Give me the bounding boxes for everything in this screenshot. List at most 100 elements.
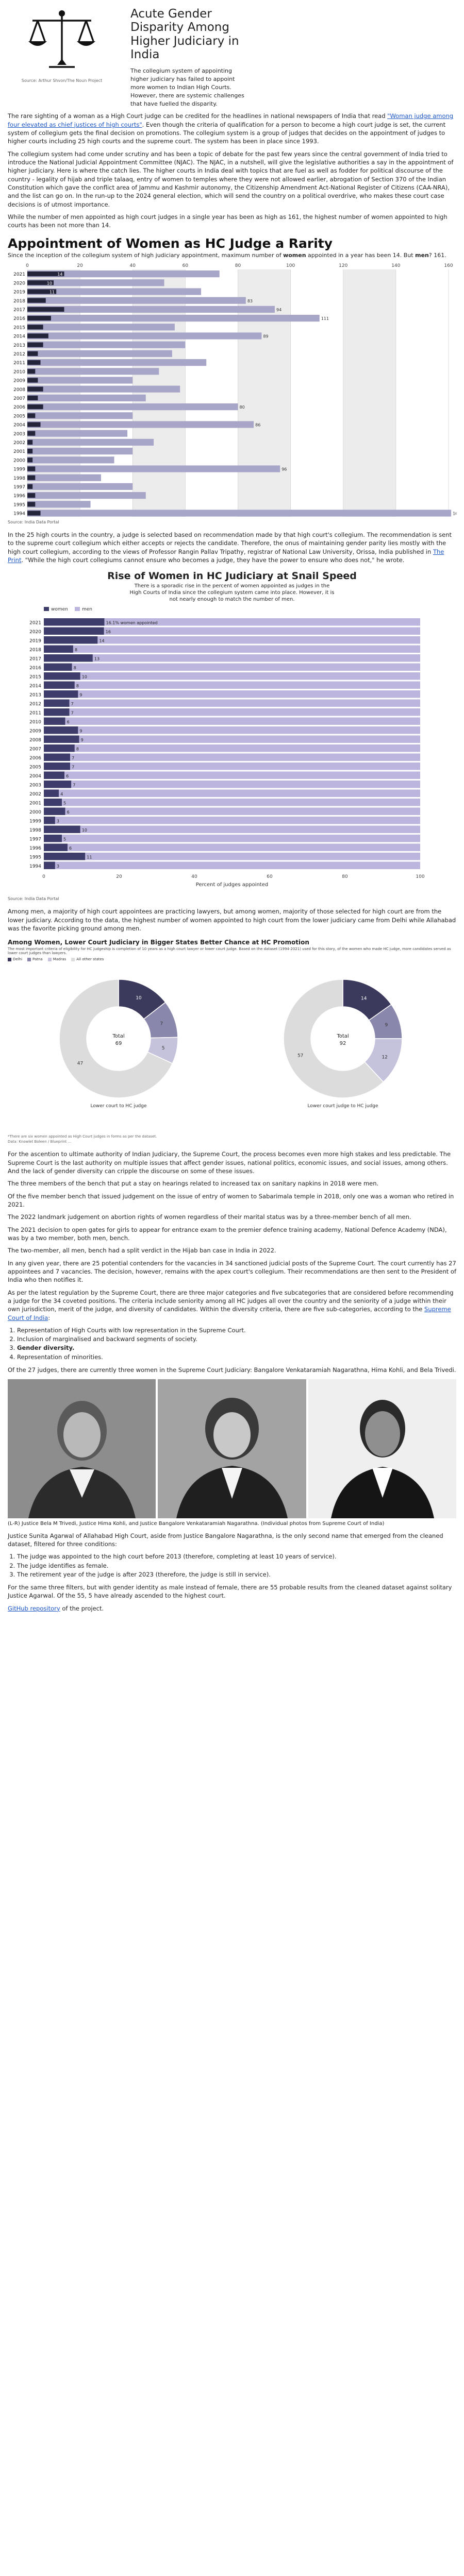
y-tick-label: 2021 — [13, 272, 25, 277]
bar-women — [44, 825, 80, 834]
data-label: 7 — [72, 756, 74, 760]
chart-3-svg: 10 7 5 47 Total 69 Lower court to HC judge 14 9 1… — [59, 979, 403, 1109]
chart-donuts: Among Women, Lower Court Judiciary in Bi… — [8, 939, 456, 1144]
bar-men — [27, 315, 320, 322]
list-item: The judge identifies as female. — [17, 1562, 456, 1570]
bar-women — [44, 835, 62, 842]
data-label: 5 — [63, 801, 66, 806]
legend-label: men — [82, 607, 92, 612]
bar-women — [44, 799, 62, 806]
bar-women — [44, 771, 65, 779]
chart-3-legend: Delhi Patna Madras All other states — [8, 957, 456, 961]
bar-men — [27, 279, 164, 286]
y-tick-label: 2017 — [29, 657, 41, 662]
chart-percent-appointed: Rise of Women in HC Judiciary at Snail S… — [8, 570, 456, 901]
bar-women — [27, 395, 38, 400]
paragraph-11: The two-member, all men, bench had a spl… — [8, 1247, 276, 1255]
bar-women — [27, 493, 36, 498]
bar-women — [27, 289, 57, 294]
bar-men — [27, 332, 262, 340]
bar-women — [44, 645, 73, 653]
page-title: Acute Gender Disparity Among Higher Judi… — [130, 7, 239, 62]
data-label: 8 — [74, 666, 76, 670]
data-label: 80 — [240, 405, 245, 410]
bar-women — [44, 699, 70, 707]
chart-1-svg: 0 20 40 60 80 100 120 140 160 2021 14 2020 10 2019 11 2… — [13, 263, 460, 518]
bar-women — [27, 280, 54, 285]
y-tick-label: 2013 — [13, 343, 25, 348]
bar-women — [44, 627, 104, 635]
y-tick-label: 2000 — [29, 810, 41, 815]
x-tick-label: 80 — [342, 874, 348, 879]
data-label: 6 — [69, 846, 72, 851]
bar-men — [27, 430, 128, 437]
bar-women — [44, 681, 75, 689]
bar-women — [27, 386, 43, 392]
bar-women — [44, 781, 72, 788]
bar-men — [27, 359, 207, 366]
data-label: 11 — [49, 290, 55, 295]
judge-photo-trivedi — [8, 1379, 156, 1519]
bar-women — [27, 325, 43, 330]
bar-women — [27, 378, 38, 383]
bar-women — [27, 404, 43, 410]
donut-total-label: Total — [112, 1033, 124, 1039]
slice-label: 12 — [382, 1055, 387, 1060]
y-tick-label: 2008 — [29, 738, 41, 743]
x-tick-label: 100 — [286, 263, 295, 268]
legend-swatch — [44, 607, 49, 612]
data-label: 7 — [73, 783, 75, 788]
bar-women — [44, 853, 86, 860]
bar-men — [62, 799, 421, 806]
slice-label: 5 — [162, 1046, 165, 1051]
y-tick-label: 2005 — [13, 414, 25, 419]
data-label: 111 — [321, 316, 329, 321]
news-headline-link[interactable]: "Woman judge among four elevated as chie… — [8, 112, 454, 128]
y-tick-label: 1995 — [29, 855, 41, 860]
photo-caption: (L-R) Justice Bela M Trivedi, Justice Hi… — [8, 1521, 385, 1527]
github-repo-link[interactable]: GitHub repository — [8, 1604, 60, 1612]
hero-illustration: Source: Arthur Shvon/The Noun Project — [8, 7, 116, 83]
slice-label: 14 — [361, 996, 367, 1002]
supreme-court-link[interactable]: Supreme Court of India — [8, 1306, 451, 1321]
y-tick-label: 2012 — [29, 702, 41, 707]
chart-1-subtitle: Since the inception of the collegium sys… — [8, 251, 446, 259]
y-tick-label: 2005 — [29, 765, 41, 770]
bar-women — [44, 789, 59, 798]
x-tick-label: 60 — [183, 263, 189, 268]
data-label: 14 — [57, 272, 62, 277]
y-tick-label: 2001 — [13, 449, 25, 454]
list-item: Gender diversity. — [17, 1344, 456, 1352]
bar-men — [27, 306, 275, 313]
paragraph-6: For the ascention to ultimate authority … — [8, 1150, 451, 1175]
y-tick-label: 1997 — [13, 485, 25, 490]
paragraph-15: Justice Sunita Agarwal of Allahabad High… — [8, 1532, 443, 1548]
the-print-link[interactable]: The Print — [8, 548, 444, 564]
y-tick-label: 2016 — [13, 316, 25, 321]
bar-women — [27, 307, 64, 312]
y-tick-label: 2014 — [29, 684, 41, 689]
y-tick-label: 1998 — [13, 476, 25, 481]
bar-men — [27, 483, 133, 490]
chart-3-source: Data: Knowlet Boleen / Blueprint ... — [8, 1140, 72, 1144]
donut-total-label: Total — [336, 1033, 349, 1039]
bar-men — [67, 843, 420, 852]
bar-men — [78, 726, 420, 734]
data-label: 83 — [247, 299, 253, 303]
scales-of-justice-icon — [28, 10, 95, 68]
bar-men — [62, 835, 421, 842]
bar-women — [27, 360, 41, 365]
bar-men — [27, 394, 146, 401]
legend-swatch — [75, 607, 80, 612]
bar-women — [44, 744, 75, 752]
bar-men — [27, 510, 452, 517]
y-tick-label: 1996 — [13, 494, 25, 499]
y-tick-label: 2015 — [13, 325, 25, 330]
data-label: 10 — [82, 675, 87, 680]
bar-women — [27, 333, 48, 338]
chart-3-subtitle: The most important criteria of eligibili… — [8, 947, 451, 956]
data-label: 10 — [82, 828, 87, 833]
bar-men — [74, 681, 421, 689]
data-label: 7 — [71, 702, 74, 706]
